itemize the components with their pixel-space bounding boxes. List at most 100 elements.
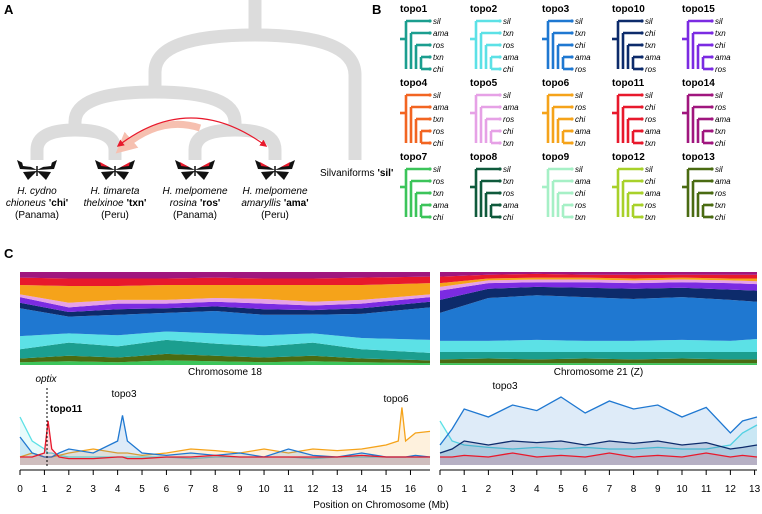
tip bbox=[640, 191, 644, 195]
topology-name: topo7 bbox=[400, 152, 428, 163]
line bbox=[440, 452, 758, 458]
x-tick-label: 2 bbox=[486, 484, 492, 495]
tip bbox=[710, 203, 714, 207]
tip bbox=[640, 179, 644, 183]
stack-area bbox=[20, 294, 430, 308]
x-tick-label: 9 bbox=[655, 484, 661, 495]
subspecies: amaryllis bbox=[241, 198, 280, 209]
x-tick-label: 15 bbox=[381, 484, 393, 495]
line bbox=[439, 396, 758, 446]
tip bbox=[640, 203, 644, 207]
tip-label: txn bbox=[715, 29, 726, 38]
stack-area bbox=[440, 338, 757, 352]
butterfly bbox=[174, 159, 216, 181]
tip-label: ama bbox=[433, 103, 449, 112]
tip bbox=[428, 129, 432, 133]
tip-label: ros bbox=[715, 189, 726, 198]
x-tick-label: 12 bbox=[307, 484, 319, 495]
tip-label: sil bbox=[575, 17, 583, 26]
x-tick-label: 4 bbox=[115, 484, 121, 495]
tip-label: ros bbox=[503, 115, 514, 124]
panel-label: B bbox=[372, 2, 381, 17]
tip-label: ros bbox=[503, 189, 514, 198]
stack-area bbox=[440, 272, 757, 277]
tip-label: txn bbox=[575, 213, 586, 222]
tip bbox=[498, 203, 502, 207]
tip-label: chi bbox=[645, 103, 655, 112]
tip-label: chi bbox=[433, 139, 443, 148]
topology-tree bbox=[470, 167, 500, 219]
tip-label: ama bbox=[433, 29, 449, 38]
topology-tree bbox=[682, 93, 712, 145]
tip-label: ros bbox=[433, 41, 444, 50]
tip bbox=[710, 191, 714, 195]
stack-area bbox=[20, 360, 430, 365]
tip-label: ama bbox=[715, 53, 731, 62]
tip-label: ros bbox=[433, 177, 444, 186]
tip bbox=[570, 141, 574, 145]
subspecies-line: chioneus'chi' bbox=[6, 198, 68, 209]
x-tick-label: 11 bbox=[283, 484, 294, 495]
tip-label: ros bbox=[645, 115, 656, 124]
tip-label: chi bbox=[433, 213, 443, 222]
code: 'ros' bbox=[200, 198, 220, 209]
tip bbox=[498, 117, 502, 121]
line-fill bbox=[20, 417, 430, 465]
tip-label: ama bbox=[433, 201, 449, 210]
line bbox=[20, 420, 430, 460]
location: (Panama) bbox=[15, 210, 59, 221]
tip-label: txn bbox=[645, 213, 656, 222]
x-tick-label: 14 bbox=[356, 484, 368, 495]
topology-tree bbox=[682, 19, 712, 71]
x-tick-label: 4 bbox=[534, 484, 540, 495]
tip-label: sil bbox=[645, 91, 653, 100]
stack-area bbox=[440, 363, 757, 365]
x-tick-label: 5 bbox=[558, 484, 564, 495]
chromosome-title: Chromosome 21 (Z) bbox=[554, 367, 643, 378]
stack-area bbox=[440, 279, 757, 291]
tip bbox=[428, 191, 432, 195]
tip-label: txn bbox=[433, 53, 444, 62]
tip-label: sil bbox=[433, 17, 441, 26]
tip bbox=[640, 55, 644, 59]
tip-label: txn bbox=[575, 139, 586, 148]
tip bbox=[428, 179, 432, 183]
location: (Panama) bbox=[173, 210, 217, 221]
tip-label: ama bbox=[645, 189, 661, 198]
tip bbox=[570, 19, 574, 23]
species: H. melpomene bbox=[242, 186, 307, 197]
subspecies-line: rosina'ros' bbox=[170, 198, 221, 209]
topology-tree bbox=[400, 19, 430, 71]
topology-tree bbox=[470, 93, 500, 145]
stack-area bbox=[440, 273, 757, 284]
tip bbox=[640, 67, 644, 71]
tip bbox=[498, 141, 502, 145]
topology-name: topo2 bbox=[470, 4, 498, 15]
tip bbox=[640, 31, 644, 35]
tip bbox=[710, 55, 714, 59]
tip-label: chi bbox=[575, 189, 585, 198]
topology-name: topo12 bbox=[612, 152, 645, 163]
tip bbox=[498, 129, 502, 133]
tip-label: chi bbox=[503, 213, 513, 222]
topology-annotation: topo6 bbox=[383, 394, 408, 405]
topology-name: topo5 bbox=[470, 78, 498, 89]
tip bbox=[570, 43, 574, 47]
stack-area bbox=[440, 358, 757, 364]
tip-label: chi bbox=[715, 139, 725, 148]
line-fill bbox=[440, 441, 757, 465]
x-tick-label: 3 bbox=[90, 484, 96, 495]
stack-area bbox=[20, 331, 430, 353]
weighting-plots: Chromosome 180 1 2 3 4 5 6 7 8 9 10 11 12 13 14 15 16Chr… bbox=[17, 272, 761, 495]
tip-label: txn bbox=[503, 29, 514, 38]
tip bbox=[640, 129, 644, 133]
topology-name: topo14 bbox=[682, 78, 715, 89]
tip bbox=[640, 19, 644, 23]
stack-area bbox=[440, 351, 757, 360]
x-tick-label: 12 bbox=[725, 484, 737, 495]
x-tick-label: 13 bbox=[332, 484, 344, 495]
tip bbox=[428, 167, 432, 171]
topology-tree bbox=[400, 93, 430, 145]
tip bbox=[570, 67, 574, 71]
x-tick-label: 10 bbox=[258, 484, 270, 495]
